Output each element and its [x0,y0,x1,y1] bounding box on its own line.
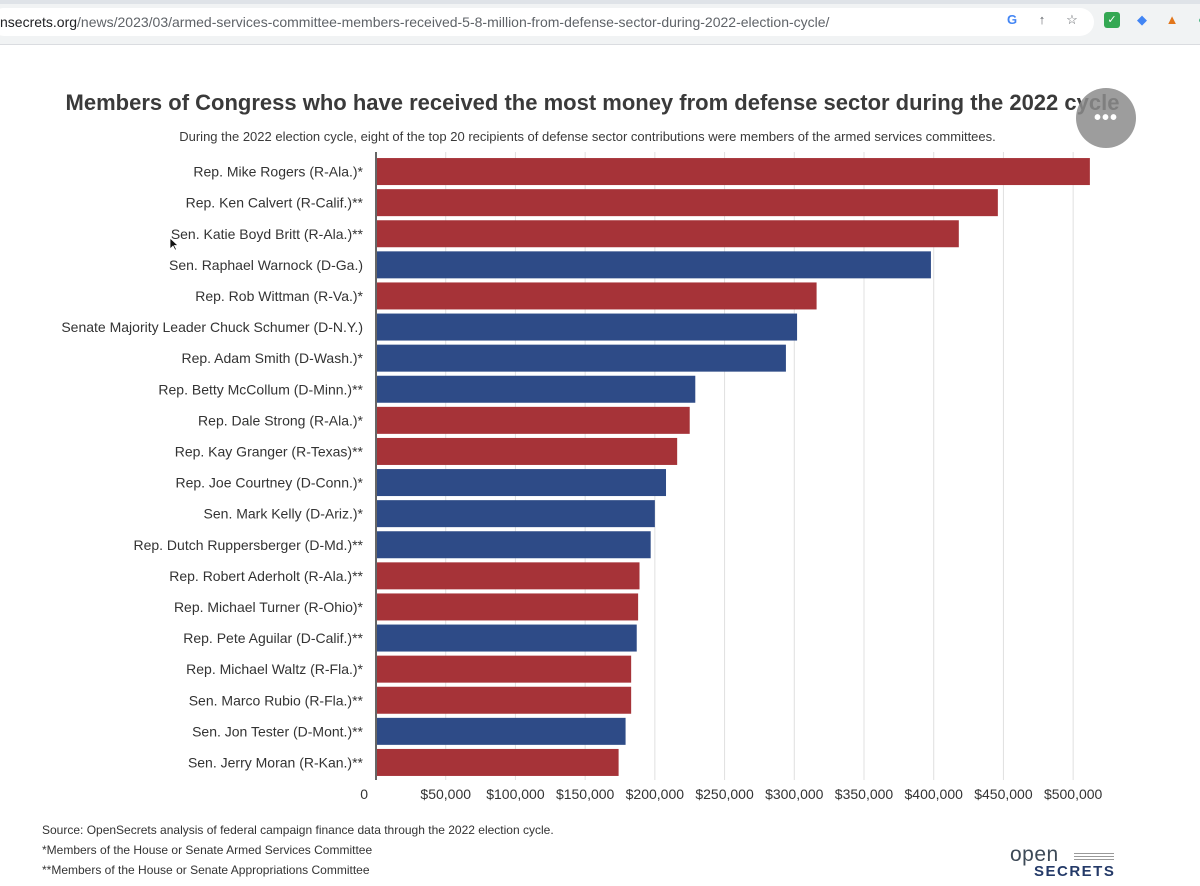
bar [377,500,655,528]
browser-toolbar: nsecrets.org/news/2023/03/armed-services… [0,0,1200,45]
category-label: Rep. Adam Smith (D-Wash.)* [181,350,363,366]
category-label: Sen. Raphael Warnock (D-Ga.) [169,257,363,273]
x-tick-label: $450,000 [974,786,1033,802]
category-label: Rep. Ken Calvert (R-Calif.)** [186,195,364,211]
share-icon[interactable]: ↑ [1038,12,1046,27]
bar [377,717,626,745]
address-bar[interactable]: nsecrets.org/news/2023/03/armed-services… [0,8,1094,36]
category-label: Sen. Jon Tester (D-Mont.)** [192,723,363,739]
google-lens-icon[interactable]: G [1006,12,1018,27]
diamond-extension-icon[interactable]: ◆ [1137,12,1147,27]
bar [377,158,1090,186]
category-label: Senate Majority Leader Chuck Schumer (D-… [61,319,363,335]
bar [377,251,931,279]
x-tick-label: $400,000 [905,786,964,802]
circle-extension-icon[interactable]: ● [1194,12,1200,28]
check-extension-icon[interactable]: ✓ [1104,12,1120,28]
bar [377,220,959,248]
bar [377,313,798,341]
appropriations-note: **Members of the House or Senate Appropr… [42,863,370,877]
category-label: Rep. Betty McCollum (D-Minn.)** [158,381,363,397]
bar [377,189,998,217]
category-label: Sen. Marco Rubio (R-Fla.)** [189,692,364,708]
category-label: Rep. Kay Granger (R-Texas)** [175,443,364,459]
x-tick-label: $350,000 [835,786,894,802]
x-tick-label: $150,000 [556,786,615,802]
url-text[interactable]: nsecrets.org/news/2023/03/armed-services… [0,14,830,30]
armed-services-note: *Members of the House or Senate Armed Se… [42,843,373,857]
x-tick-label: $200,000 [626,786,685,802]
bar [377,437,678,465]
logo-secrets-text: SECRETS [1034,863,1116,880]
fox-extension-icon[interactable]: ▲ [1165,12,1179,27]
bar [377,624,637,652]
tab-strip [0,0,1200,4]
category-label: Rep. Michael Waltz (R-Fla.)* [186,661,363,677]
bar [377,531,651,559]
bar [377,469,667,497]
x-tick-label: $300,000 [765,786,824,802]
x-tick-label: 0 [360,786,368,802]
category-label: Rep. Joe Courtney (D-Conn.)* [175,475,363,491]
bar [377,748,619,776]
bar [377,344,786,372]
bar [377,686,632,714]
bar [377,282,817,310]
chart-subtitle: During the 2022 election cycle, eight of… [179,129,996,144]
chart-title: Members of Congress who have received th… [65,90,1120,115]
logo-open-text: open [1010,843,1059,866]
category-label: Rep. Mike Rogers (R-Ala.)* [193,164,363,180]
source-note: Source: OpenSecrets analysis of federal … [42,823,554,837]
bar [377,593,639,621]
bar [377,562,640,590]
category-label: Rep. Pete Aguilar (D-Calif.)** [183,630,363,646]
logo-tagline-lines [1074,851,1114,861]
category-label: Sen. Katie Boyd Britt (R-Ala.)** [171,226,364,242]
x-tick-label: $50,000 [420,786,471,802]
x-tick-label: $500,000 [1044,786,1103,802]
bar [377,406,690,434]
mouse-cursor-icon [169,237,179,251]
opensecrets-logo[interactable]: open SECRETS [1010,843,1120,883]
more-options-button[interactable]: ••• [1076,88,1136,148]
x-tick-label: $250,000 [695,786,754,802]
bar [377,655,632,683]
category-label: Rep. Dale Strong (R-Ala.)* [198,412,364,428]
bookmark-star-icon[interactable]: ☆ [1066,12,1078,27]
category-label: Sen. Mark Kelly (D-Ariz.)* [204,506,364,522]
bar-chart: 0 $50,000 $100,000 $150,000 $200,000 $250,000… [61,152,1103,802]
category-label: Sen. Jerry Moran (R-Kan.)** [188,754,364,770]
x-tick-label: $100,000 [486,786,545,802]
category-label: Rep. Dutch Ruppersberger (D-Md.)** [133,537,363,553]
category-label: Rep. Rob Wittman (R-Va.)* [195,288,363,304]
category-label: Rep. Michael Turner (R-Ohio)* [174,599,364,615]
footnotes: Source: OpenSecrets analysis of federal … [42,820,554,880]
category-label: Rep. Robert Aderholt (R-Ala.)** [169,568,363,584]
bar [377,375,696,403]
